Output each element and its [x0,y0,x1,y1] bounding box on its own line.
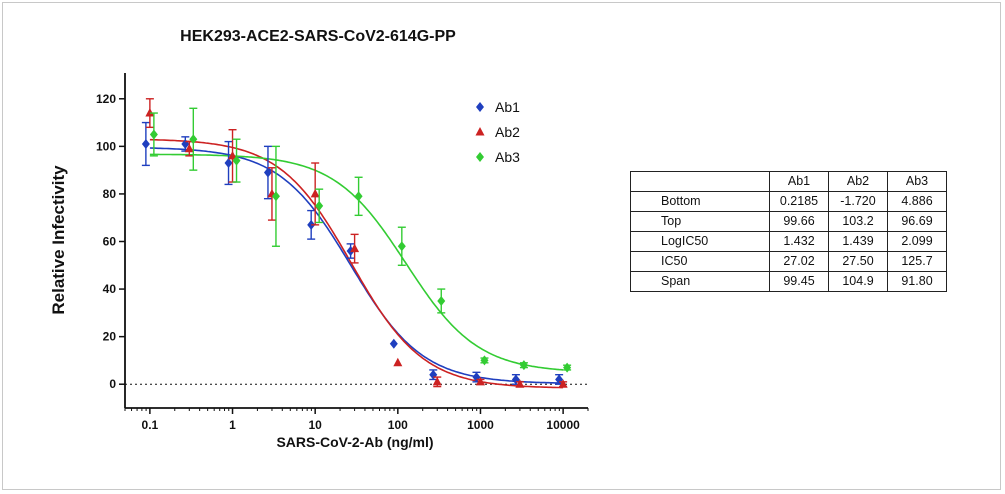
data-point [149,129,158,140]
table-row: Span 99.45 104.9 91.80 [630,271,947,292]
data-point [429,369,438,380]
y-tick-label: 0 [109,377,116,391]
table-cell: 125.7 [887,251,947,272]
table-row-label: LogIC50 [630,231,770,252]
data-point [393,357,403,367]
table-column-header: Ab3 [887,171,947,192]
x-tick-label: 0.1 [142,418,159,432]
table-cell: 96.69 [887,211,947,232]
data-point [315,200,324,211]
legend-marker [476,102,484,112]
fit-curve-ab2 [149,138,564,389]
data-point [271,191,280,202]
fit-curve-ab3 [149,153,564,371]
data-point [437,295,446,306]
data-point [558,379,568,388]
table-header-row: Ab1 Ab2 Ab3 [630,171,947,192]
table-row-label: Top [630,211,770,232]
data-point [475,376,485,386]
table-row: Bottom 0.2185 -1.720 4.886 [630,191,947,212]
data-point [189,134,198,145]
fit-parameters-table: Ab1 Ab2 Ab3 Bottom 0.2185 -1.720 4.886 T… [630,171,947,292]
data-point [432,376,442,386]
table-row-label: IC50 [630,251,770,272]
table-row: LogIC50 1.432 1.439 2.099 [630,231,947,252]
x-tick-label: 10000 [546,418,580,432]
table-cell: 99.45 [769,271,829,292]
data-point [563,362,572,373]
legend-label: Ab1 [495,99,520,115]
table-cell: 91.80 [887,271,947,292]
data-point [184,143,194,153]
table-row: IC50 27.02 27.50 125.7 [630,251,947,272]
table-column-header: Ab2 [828,171,888,192]
data-point [141,138,150,149]
table-row-label: Span [630,271,770,292]
data-point [310,188,320,198]
y-tick-label: 20 [103,330,117,344]
plot-area: 0 20 40 60 80 100 120 0.1 1 10 100 1000 10000 Ab1 Ab2 A… [96,73,589,432]
table-row: Top 99.66 103.2 96.69 [630,211,947,232]
table-cell: 1.439 [828,231,888,252]
data-point [350,243,360,253]
y-tick-label: 40 [103,282,117,296]
data-point [389,338,398,349]
data-point [232,155,241,166]
chart-title: HEK293-ACE2-SARS-CoV2-614G-PP [180,28,456,45]
y-tick-label: 60 [103,235,117,249]
data-point [519,360,528,371]
data-point [224,158,233,169]
x-tick-label: 1 [229,418,236,432]
table-row-label: Bottom [630,191,770,212]
data-point [515,379,525,388]
table-cell: 104.9 [828,271,888,292]
table-cell: 27.02 [769,251,829,272]
x-tick-label: 10 [308,418,322,432]
fit-curve-ab1 [149,147,564,384]
y-tick-label: 120 [96,92,116,106]
data-point [263,167,272,178]
x-tick-label: 1000 [467,418,494,432]
data-point [397,241,406,252]
legend-label: Ab3 [495,149,520,165]
table-cell: 99.66 [769,211,829,232]
y-tick-label: 80 [103,187,117,201]
y-axis-label: Relative Infectivity [49,165,68,315]
data-point [145,108,155,117]
table-cell: 4.886 [887,191,947,212]
table-column-header: Ab1 [769,171,829,192]
y-tick-label: 100 [96,139,116,153]
x-tick-label: 100 [388,418,408,432]
table-corner-cell [630,171,770,192]
data-point [228,150,238,160]
x-axis-label: SARS-CoV-2-Ab (ng/ml) [276,434,433,450]
data-point [354,191,363,202]
table-cell: 0.2185 [769,191,829,212]
table-cell: 2.099 [887,231,947,252]
legend-label: Ab2 [495,124,520,140]
table-cell: 1.432 [769,231,829,252]
legend-marker [476,152,484,162]
data-point [480,355,489,366]
table-cell: -1.720 [828,191,888,212]
table-cell: 103.2 [828,211,888,232]
legend-marker [475,127,485,136]
table-cell: 27.50 [828,251,888,272]
